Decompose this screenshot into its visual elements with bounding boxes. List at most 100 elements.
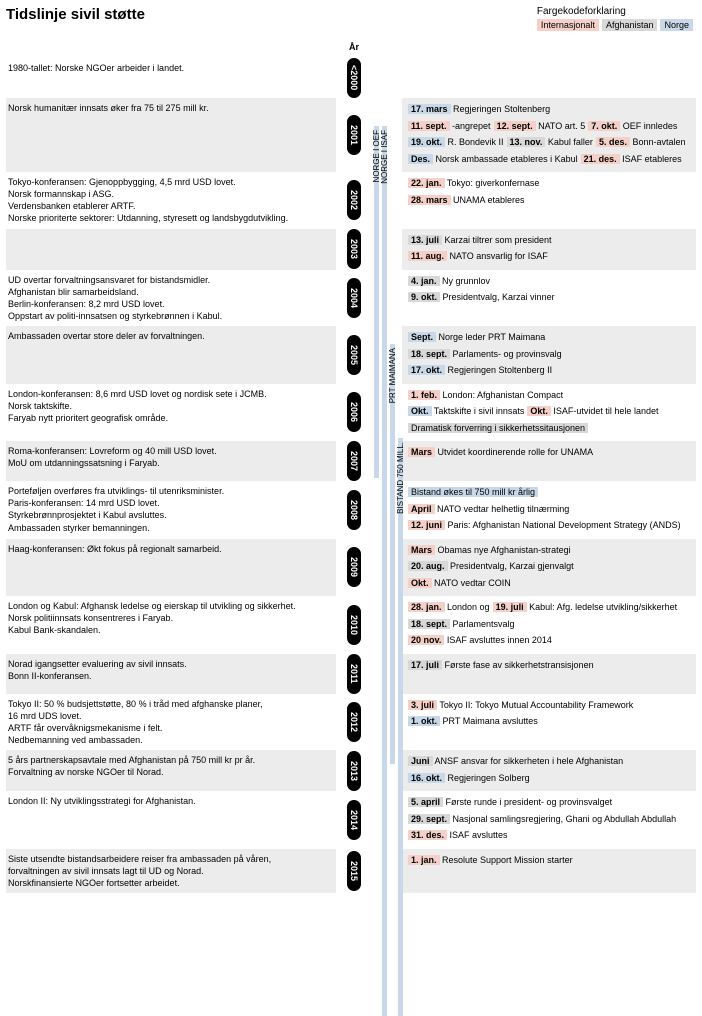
legend-items: InternasjonaltAfghanistanNorge <box>537 20 696 30</box>
year-col: 2009 <box>336 539 372 597</box>
event: 17. okt. Regjeringen Stoltenberg II <box>408 364 552 378</box>
right-events: 13. juli Karzai tiltrer som president11.… <box>402 229 696 270</box>
vbar-label: BISTAND 750 MILL. <box>396 442 405 514</box>
left-text: London-konferansen: 8,6 mrd USD lovet og… <box>6 384 336 442</box>
event: Sept. Norge leder PRT Maimana <box>408 331 545 345</box>
event: Des. Norsk ambassade etableres i Kabul <box>408 153 578 167</box>
timeline-row: London II: Ny utviklingsstrategi for Afg… <box>6 791 696 849</box>
year-col: 2013 <box>336 750 372 791</box>
right-events: 5. april Første runde i president- og pr… <box>402 791 696 849</box>
event: April NATO vedtar helhetlig tilnærming <box>408 503 569 517</box>
timeline-row: Siste utsendte bistandsarbeidere reiser … <box>6 849 696 893</box>
event: 28. jan. London og <box>408 601 490 615</box>
event: 5. des. Bonn-avtalen <box>596 136 686 150</box>
event: 11. sept. -angrepet <box>408 120 491 134</box>
left-text: 5 års partnerskapsavtale med Afghanistan… <box>6 750 336 791</box>
year-pill: 2007 <box>347 441 361 481</box>
year-col: <2000 <box>336 58 372 98</box>
right-events: 1. jan. Resolute Support Mission starter <box>402 849 696 893</box>
timeline-row: London-konferansen: 8,6 mrd USD lovet og… <box>6 384 696 442</box>
timeline-row: Norsk humanitær innsats øker fra 75 til … <box>6 98 696 172</box>
right-events: Sept. Norge leder PRT Maimana18. sept. P… <box>402 326 696 384</box>
event: 17. juli Første fase av sikkerhetstransi… <box>408 659 594 673</box>
page-title: Tidslinje sivil støtte <box>6 6 145 30</box>
year-pill: <2000 <box>347 58 361 98</box>
vbar-label: PRT MAIMANA <box>388 348 397 403</box>
event: Okt. NATO vedtar COIN <box>408 577 511 591</box>
right-events: Mars Obamas nye Afghanistan-strategi 20. … <box>402 539 696 597</box>
year-pill: 2011 <box>347 654 361 694</box>
event: Dramatisk forverring i sikkerhetssitausj… <box>408 422 588 436</box>
year-pill: 2013 <box>347 751 361 791</box>
right-events: 17. juli Første fase av sikkerhetstransi… <box>402 654 696 694</box>
vbar <box>398 438 403 1016</box>
event: 12. sept. NATO art. 5 <box>494 120 586 134</box>
year-pill: 2010 <box>347 605 361 645</box>
timeline-row: UD overtar forvaltningsansvaret for bist… <box>6 270 696 327</box>
timeline-row: Tokyo-konferansen: Gjenoppbygging, 4,5 m… <box>6 172 696 229</box>
event: 20. aug. Presidentvalg, Karzai gjenvalgt <box>408 560 574 574</box>
left-text: Haag-konferansen: Økt fokus på regionalt… <box>6 539 336 597</box>
right-events: 1. feb. London: Afghanistan CompactOkt. … <box>402 384 696 442</box>
year-col: 2001 <box>336 98 372 172</box>
event: 21. des. ISAF etableres <box>581 153 682 167</box>
left-text: Norad igangsetter evaluering av sivil in… <box>6 654 336 694</box>
vbar-label: NORGE I ISAF <box>380 130 389 184</box>
right-events: 22. jan. Tokyo: giverkonfernase28. mars … <box>402 172 696 229</box>
year-pill: 2014 <box>347 800 361 840</box>
event: Mars Obamas nye Afghanistan-strategi <box>408 544 571 558</box>
timeline-row: 5 års partnerskapsavtale med Afghanistan… <box>6 750 696 791</box>
left-text: London II: Ny utviklingsstrategi for Afg… <box>6 791 336 849</box>
year-pill: 2005 <box>347 335 361 375</box>
year-pill: 2012 <box>347 702 361 742</box>
timeline-row: 2003 13. juli Karzai tiltrer som presiden… <box>6 229 696 270</box>
event: 29. sept. Nasjonal samlingsregjering, Gh… <box>408 813 676 827</box>
year-col: 2004 <box>336 270 372 327</box>
event: 31. des. ISAF avsluttes <box>408 829 508 843</box>
legend-title: Fargekodeforklaring <box>537 6 696 17</box>
year-col: 2014 <box>336 791 372 849</box>
left-text: Porteføljen overføres fra utviklings- ti… <box>6 481 336 539</box>
left-text: Roma-konferansen: Lovreform og 40 mill U… <box>6 441 336 481</box>
timeline-row: Norad igangsetter evaluering av sivil in… <box>6 654 696 694</box>
header: Tidslinje sivil støtte Fargekodeforklari… <box>6 6 696 30</box>
legend-item: Afghanistan <box>602 19 658 31</box>
event: Juni ANSF ansvar for sikkerheten i hele … <box>408 755 623 769</box>
timeline-row: London og Kabul: Afghansk ledelse og eie… <box>6 596 696 654</box>
right-events: 3. juli Tokyo II: Tokyo Mutual Accountab… <box>402 694 696 751</box>
right-events: Juni ANSF ansvar for sikkerheten i hele … <box>402 750 696 791</box>
left-text: 1980-tallet: Norske NGOer arbeider i lan… <box>6 58 336 98</box>
year-pill: 2009 <box>347 547 361 587</box>
timeline-row: Roma-konferansen: Lovreform og 40 mill U… <box>6 441 696 481</box>
left-text: Norsk humanitær innsats øker fra 75 til … <box>6 98 336 172</box>
vbar <box>390 344 395 764</box>
event: 13. juli Karzai tiltrer som president <box>408 234 552 248</box>
event: 20 nov. ISAF avsluttes innen 2014 <box>408 634 552 648</box>
left-text: Siste utsendte bistandsarbeidere reiser … <box>6 849 336 893</box>
legend: Fargekodeforklaring InternasjonaltAfghan… <box>537 6 696 30</box>
event: 18. sept. Parlamentsvalg <box>408 618 515 632</box>
year-pill: 2015 <box>347 851 361 891</box>
event: 9. okt. Presidentvalg, Karzai vinner <box>408 291 555 305</box>
event: 28. mars UNAMA etableres <box>408 194 525 208</box>
vbar <box>382 126 387 1016</box>
year-pill: 2004 <box>347 278 361 318</box>
year-col: 2011 <box>336 654 372 694</box>
event: 1. jan. Resolute Support Mission starter <box>408 854 573 868</box>
year-col: 2008 <box>336 481 372 539</box>
event: Mars Utvidet koordinerende rolle for UNA… <box>408 446 593 460</box>
timeline-row: Porteføljen overføres fra utviklings- ti… <box>6 481 696 539</box>
left-text: Ambassaden overtar store deler av forval… <box>6 326 336 384</box>
left-text: London og Kabul: Afghansk ledelse og eie… <box>6 596 336 654</box>
timeline: År 1980-tallet: Norske NGOer arbeider i … <box>6 36 696 893</box>
year-col: 2003 <box>336 229 372 270</box>
left-text: UD overtar forvaltningsansvaret for bist… <box>6 270 336 327</box>
year-col: 2010 <box>336 596 372 654</box>
event: 16. okt. Regjeringen Solberg <box>408 772 530 786</box>
event: 1. feb. London: Afghanistan Compact <box>408 389 563 403</box>
left-text: Tokyo-konferansen: Gjenoppbygging, 4,5 m… <box>6 172 336 229</box>
event: 4. jan. Ny grunnlov <box>408 275 490 289</box>
vertical-bars <box>372 36 402 58</box>
year-col: 2007 <box>336 441 372 481</box>
right-events: 4. jan. Ny grunnlov 9. okt. Presidentvalg… <box>402 270 696 327</box>
